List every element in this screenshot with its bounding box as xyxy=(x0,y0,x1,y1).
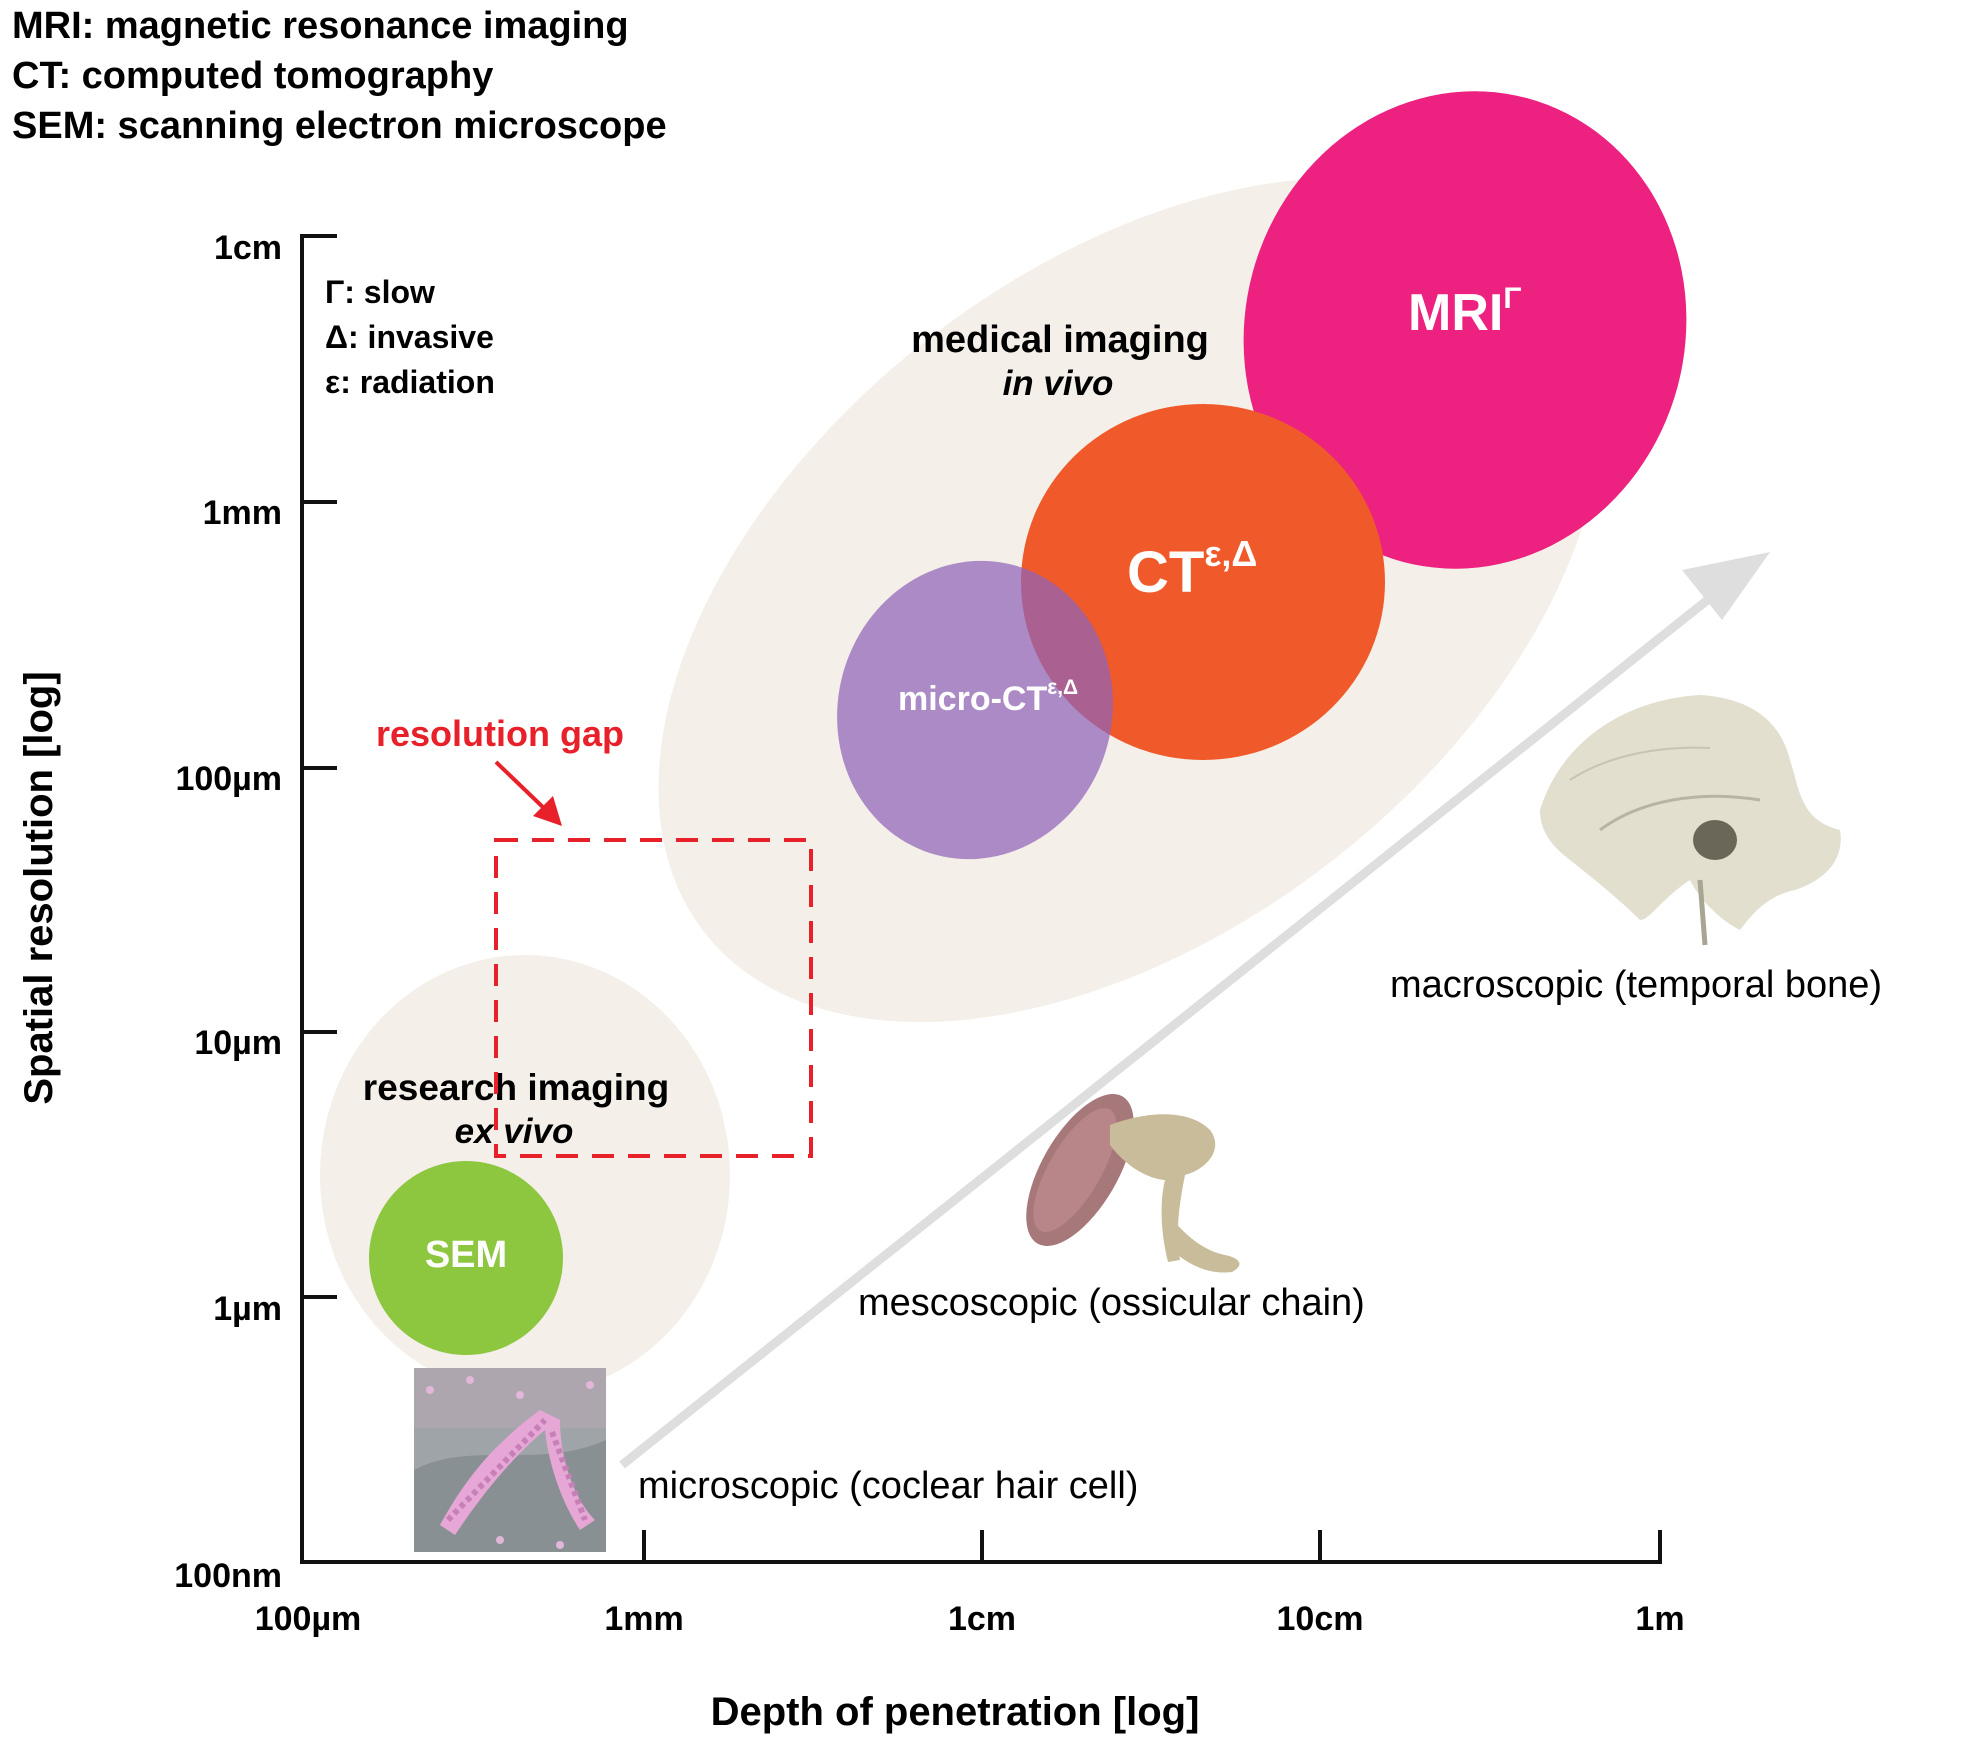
ct-ellipse xyxy=(1021,404,1385,760)
x-tick-10cm: 10cm xyxy=(1277,1600,1364,1638)
y-tick-10um: 10µm xyxy=(194,1024,282,1062)
mesoscopic-label: mescoscopic (ossicular chain) xyxy=(858,1282,1365,1324)
resolution-gap-arrow xyxy=(494,760,562,826)
x-tick-1mm: 1mm xyxy=(604,1600,683,1638)
ct-label: CTε,Δ xyxy=(1127,533,1257,605)
y-tick-1um: 1µm xyxy=(213,1290,282,1328)
y-tick-1mm: 1mm xyxy=(203,494,282,532)
x-axis: 100µm 1mm 1cm 10cm 1m Depth of penetrati… xyxy=(255,1530,1685,1734)
medical-imaging-subtitle: in vivo xyxy=(1003,364,1114,403)
mri-label: MRIΓ xyxy=(1408,282,1521,342)
legend-radiation: ε: radiation xyxy=(325,364,495,400)
research-imaging-subtitle: ex vivo xyxy=(455,1112,574,1151)
x-tick-1cm: 1cm xyxy=(948,1600,1016,1638)
x-axis-label: Depth of penetration [log] xyxy=(711,1690,1200,1734)
hair-cell-image xyxy=(414,1368,606,1552)
ossicular-chain-image xyxy=(1026,1093,1240,1273)
research-imaging-title: research imaging xyxy=(363,1067,669,1108)
legend-top: MRI: magnetic resonance imaging CT: comp… xyxy=(12,5,667,147)
x-tick-1m: 1m xyxy=(1635,1600,1684,1638)
mri-ellipse xyxy=(1243,91,1687,569)
micro-ct-ellipse xyxy=(837,560,1113,860)
axes xyxy=(300,234,1662,1564)
y-tick-100nm: 100nm xyxy=(174,1557,282,1595)
temporal-bone-image xyxy=(1540,695,1841,946)
y-tick-100um: 100µm xyxy=(175,760,282,798)
resolution-gap-label: resolution gap xyxy=(376,713,624,754)
legend-sem: SEM: scanning electron microscope xyxy=(12,105,667,147)
scale-arrow xyxy=(619,552,1770,1469)
legend-inner: Γ: slow Δ: invasive ε: radiation xyxy=(325,274,495,400)
legend-slow: Γ: slow xyxy=(325,274,435,310)
micro-ct-label: micro-CTε,Δ xyxy=(898,676,1078,718)
resolution-gap-box xyxy=(494,838,813,1158)
microscopic-label: microscopic (coclear hair cell) xyxy=(638,1465,1138,1507)
x-tick-100um: 100µm xyxy=(255,1600,362,1638)
y-tick-1cm: 1cm xyxy=(214,229,282,267)
medical-imaging-title: medical imaging xyxy=(911,319,1209,361)
sem-label: SEM xyxy=(425,1234,507,1276)
legend-mri: MRI: magnetic resonance imaging xyxy=(12,5,629,47)
macroscopic-label: macroscopic (temporal bone) xyxy=(1390,964,1882,1006)
y-axis: 1cm 1mm 100µm 10µm 1µm 100nm Spatial res… xyxy=(17,229,337,1595)
y-axis-label: Spatial resolution [log] xyxy=(17,671,61,1104)
legend-ct: CT: computed tomography xyxy=(12,55,493,97)
sem-circle xyxy=(369,1161,563,1355)
legend-invasive: Δ: invasive xyxy=(325,319,494,355)
